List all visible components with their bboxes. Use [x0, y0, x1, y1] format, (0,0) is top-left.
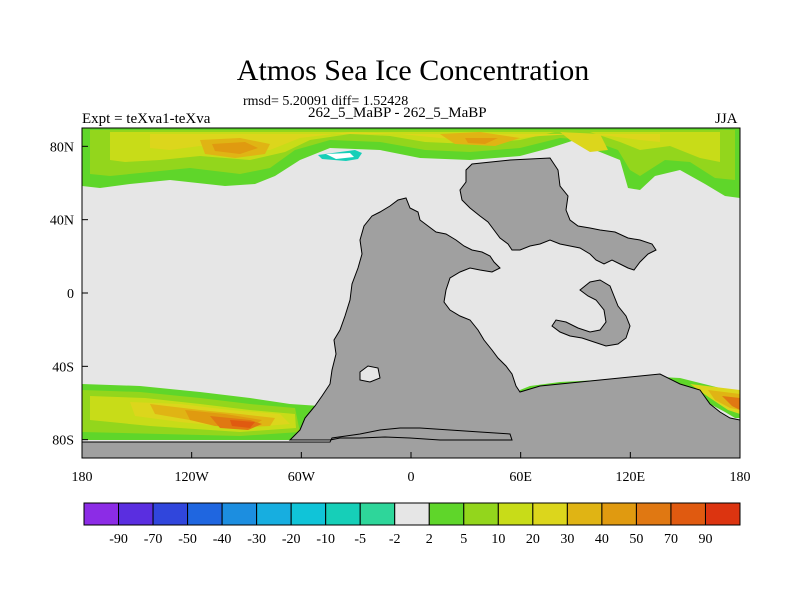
experiment-label: Expt = teXva1-teXva	[82, 111, 211, 127]
colorbar-level-label: 30	[560, 532, 574, 547]
colorbar-swatch	[704, 502, 741, 526]
y-tick-label: 40N	[50, 214, 74, 229]
colorbar-level-label: 50	[629, 532, 643, 547]
axis-ticks	[81, 145, 741, 458]
x-tick-label: 60W	[288, 470, 316, 485]
difference-label: 262_5_MaBP - 262_5_MaBP	[308, 105, 487, 121]
stats-line: rmsd= 5.20091 diff= 1.52428	[243, 94, 409, 109]
colorbar-swatch	[118, 502, 154, 526]
land-masses	[82, 157, 740, 458]
colorbar: -90 -70 -50 -40 -30 -20 -10 -5 -2 2 5 10 20 30 40 50 70 9…	[83, 502, 741, 547]
plot-title: Atmos Sea Ice Concentration	[236, 54, 590, 87]
colorbar-swatch	[256, 502, 292, 526]
colorbar-level-label: 90	[698, 532, 712, 547]
colorbar-level-label: 40	[595, 532, 609, 547]
colorbar-swatch	[532, 502, 568, 526]
colorbar-swatch	[394, 502, 430, 526]
colorbar-level-label: -40	[213, 532, 232, 547]
colorbar-swatch	[359, 502, 396, 526]
colorbar-swatch	[152, 502, 189, 526]
colorbar-swatch	[83, 502, 120, 526]
colorbar-level-label: -10	[316, 532, 335, 547]
colorbar-swatch	[187, 502, 223, 526]
colorbar-level-label: 2	[426, 532, 433, 547]
colorbar-swatch	[290, 502, 327, 526]
y-tick-label: 80N	[50, 140, 74, 155]
land-eurasia	[459, 157, 657, 271]
x-tick-label: 180	[72, 470, 93, 485]
axis-labels: 180 120W 60W 0 60E 120E 180 80N 40N 0 40S 80S	[50, 140, 751, 485]
colorbar-level-label: -50	[178, 532, 197, 547]
colorbar-level-label: -5	[354, 532, 366, 547]
colorbar-level-label: 10	[491, 532, 505, 547]
land-north-america	[82, 197, 740, 458]
colorbar-level-label: -30	[247, 532, 266, 547]
colorbar-swatch	[325, 502, 361, 526]
colorbar-level-label: -20	[282, 532, 301, 547]
colorbar-level-label: -2	[389, 532, 401, 547]
y-tick-label: 80S	[52, 434, 74, 449]
x-tick-label: 120E	[616, 470, 646, 485]
colorbar-level-label: 70	[664, 532, 678, 547]
season-label: JJA	[715, 111, 738, 127]
colorbar-level-label: 20	[526, 532, 540, 547]
x-tick-label: 0	[408, 470, 415, 485]
y-tick-label: 40S	[52, 360, 74, 375]
colorbar-swatch	[635, 502, 672, 526]
colorbar-swatch	[497, 502, 534, 526]
colorbar-level-label: 5	[460, 532, 467, 547]
colorbar-swatch	[428, 502, 465, 526]
colorbar-level-label: -90	[109, 532, 128, 547]
land-isle-1	[359, 365, 381, 383]
x-tick-label: 60E	[509, 470, 532, 485]
colorbar-swatch	[670, 502, 706, 526]
colorbar-swatch	[221, 502, 258, 526]
land-island-arc	[551, 279, 631, 347]
colorbar-level-label: -70	[144, 532, 163, 547]
x-tick-label: 120W	[175, 470, 210, 485]
arctic-ice-field	[82, 128, 740, 198]
y-tick-label: 0	[67, 287, 74, 302]
colorbar-swatch	[463, 502, 499, 526]
colorbar-swatch	[566, 502, 603, 526]
x-tick-label: 180	[730, 470, 751, 485]
colorbar-swatch	[601, 502, 637, 526]
